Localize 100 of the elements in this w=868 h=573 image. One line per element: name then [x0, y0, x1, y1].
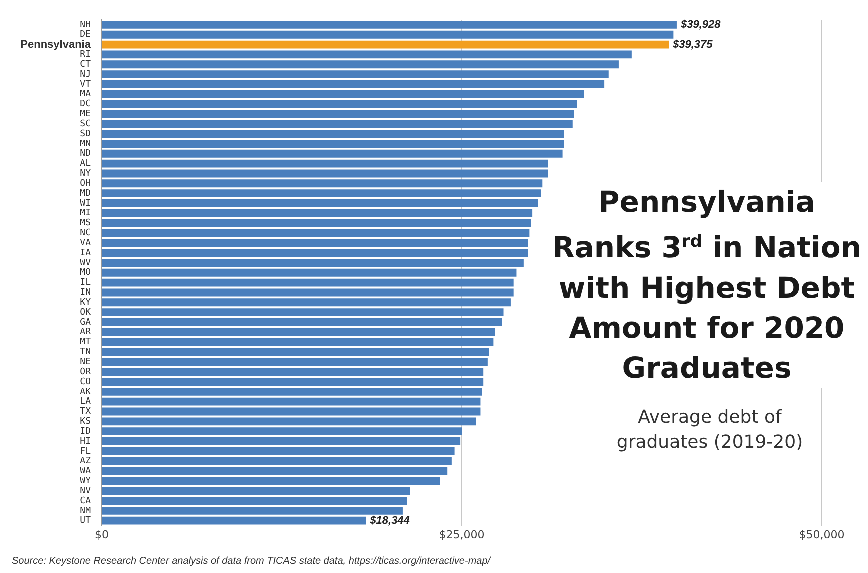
bar — [102, 457, 452, 466]
data-label: $18,344 — [369, 514, 410, 527]
y-tick-label: MD — [80, 188, 91, 199]
bar — [102, 308, 504, 317]
y-tick-label: KY — [80, 298, 92, 308]
bar — [102, 378, 484, 386]
bar — [102, 447, 455, 456]
bar — [102, 467, 448, 476]
y-tick-label: KS — [80, 417, 91, 428]
y-tick-label: AK — [80, 387, 92, 398]
bar — [102, 90, 584, 98]
bar — [102, 408, 481, 416]
y-tick-label: TX — [80, 407, 92, 418]
bar — [102, 368, 484, 376]
bar — [102, 20, 677, 29]
y-tick-label: CA — [80, 496, 92, 506]
bar — [102, 200, 538, 208]
y-tick-label: WV — [80, 258, 92, 268]
y-tick-label: OK — [80, 308, 92, 318]
y-tick-label: ME — [80, 110, 91, 120]
y-tick-label: CT — [80, 60, 92, 70]
bar — [102, 160, 548, 168]
y-tick-label: FL — [80, 446, 91, 457]
y-tick-label: SC — [80, 119, 91, 130]
y-tick-label: OH — [80, 178, 91, 189]
data-label: $39,928 — [680, 18, 722, 31]
y-tick-label: CO — [80, 377, 91, 388]
y-tick-label: TN — [80, 348, 91, 358]
text: Average debt of graduates (2019-20) — [600, 405, 820, 455]
bar — [102, 219, 532, 228]
y-tick-label: IN — [80, 288, 91, 298]
y-tick-label: MS — [80, 218, 91, 229]
y-tick-label: GA — [80, 318, 92, 328]
y-tick-label: NE — [80, 358, 91, 368]
bar — [102, 229, 530, 238]
bar — [102, 60, 619, 69]
bar — [102, 249, 528, 258]
y-tick-label: NY — [80, 169, 92, 180]
bar — [102, 418, 476, 426]
y-tick-label: MT — [80, 338, 92, 348]
y-tick-label: VA — [80, 238, 92, 248]
y-tick-label: ID — [80, 426, 91, 437]
bar — [102, 288, 514, 297]
y-tick-label: LA — [80, 397, 92, 408]
y-tick-label: HI — [80, 436, 91, 447]
data-label: $39,375 — [672, 38, 714, 51]
y-tick-label: NJ — [80, 70, 91, 80]
bar — [102, 506, 403, 515]
bar — [102, 100, 578, 108]
bar — [102, 209, 533, 218]
y-tick-label: Pennsylvania — [20, 38, 92, 51]
y-tick-label: VT — [80, 80, 92, 90]
bar — [102, 497, 408, 505]
bar — [102, 110, 574, 118]
y-tick-label: NM — [80, 506, 92, 516]
y-tick-label: IA — [80, 248, 92, 258]
bar — [102, 358, 488, 366]
bar — [102, 487, 410, 496]
y-tick-label: OR — [80, 367, 92, 378]
bar — [102, 268, 517, 277]
bar — [102, 140, 564, 148]
bar — [102, 348, 490, 356]
y-tick-label: MA — [80, 90, 92, 100]
bar — [102, 40, 669, 49]
y-tick-label: WI — [80, 198, 91, 209]
y-tick-label: AL — [80, 159, 91, 170]
bar — [102, 150, 563, 158]
y-tick-label: WY — [80, 476, 92, 487]
bar — [102, 180, 543, 188]
bar — [102, 30, 674, 39]
bar — [102, 428, 462, 436]
bar — [102, 516, 366, 525]
x-tick-label: $0 — [95, 528, 109, 542]
y-tick-label: ND — [80, 149, 91, 160]
bar — [102, 80, 605, 88]
bar — [102, 278, 514, 287]
y-tick-label: MI — [80, 208, 91, 219]
bar — [102, 438, 461, 446]
bar — [102, 50, 632, 59]
y-tick-label: UT — [80, 516, 92, 526]
bar — [102, 190, 542, 198]
y-tick-label: NC — [80, 228, 91, 239]
bar — [102, 328, 496, 336]
bar — [102, 239, 528, 248]
y-tick-label: RI — [80, 50, 91, 60]
bar — [102, 259, 524, 267]
y-tick-label: DE — [80, 30, 91, 40]
bar — [102, 170, 548, 178]
bar — [102, 120, 573, 128]
y-tick-label: AR — [80, 328, 92, 338]
bar — [102, 130, 564, 138]
x-tick-label: $50,000 — [799, 528, 845, 542]
y-tick-label: SD — [80, 129, 91, 140]
x-tick-label: $25,000 — [439, 528, 485, 542]
bar — [102, 477, 440, 486]
y-tick-label: MN — [80, 139, 91, 150]
y-tick-label: AZ — [80, 456, 92, 467]
text: Pennsylvania Ranks 3$^{rd}$ in Nation with Highest Debt Amount for 2020 Graduates — [548, 182, 866, 388]
y-tick-label: NH — [80, 20, 91, 30]
bar — [102, 318, 502, 326]
